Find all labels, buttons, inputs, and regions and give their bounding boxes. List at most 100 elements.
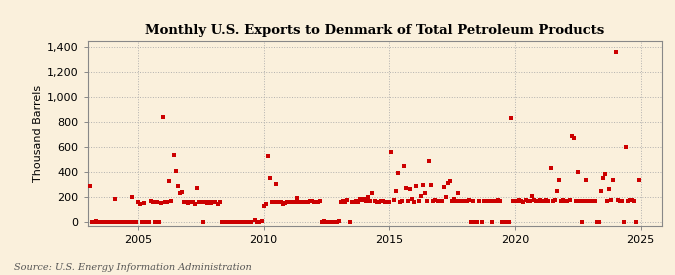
Point [394,200,405,204]
Point [439,185,450,189]
Point [187,200,198,205]
Point [88,219,99,224]
Point [118,219,129,224]
Point [348,200,359,205]
Point [300,200,311,205]
Point [434,199,445,204]
Point [90,219,101,223]
Point [529,198,539,202]
Point [608,178,619,182]
Point [593,219,604,224]
Point [576,219,587,224]
Point [516,199,526,204]
Point [514,198,524,202]
Point [273,200,284,204]
Point [441,195,452,200]
Point [451,199,462,204]
Point [183,201,194,205]
Point [359,197,370,201]
Point [284,200,294,204]
Point [524,199,535,204]
Point [388,198,399,202]
Point [240,219,250,224]
Point [158,115,169,119]
Point [629,199,640,204]
Point [149,219,160,224]
Point [229,219,240,224]
Point [522,199,533,204]
Point [238,219,248,224]
Point [405,187,416,192]
Point [204,200,215,205]
Point [574,199,585,204]
Point [409,200,420,204]
Point [352,200,363,204]
Point [288,200,298,205]
Point [472,219,483,224]
Point [612,198,623,202]
Point [549,198,560,202]
Title: Monthly U.S. Exports to Denmark of Total Petroleum Products: Monthly U.S. Exports to Denmark of Total… [145,24,604,37]
Point [350,199,361,204]
Point [114,219,125,224]
Point [170,169,181,173]
Point [221,219,232,224]
Point [633,178,644,182]
Point [373,200,384,204]
Point [591,219,602,224]
Point [308,200,319,205]
Point [564,198,575,202]
Point [464,198,475,202]
Point [614,199,625,204]
Point [294,200,304,204]
Point [504,219,514,224]
Point [216,219,227,224]
Point [246,219,256,224]
Point [296,200,306,204]
Point [267,200,277,205]
Point [212,202,223,206]
Point [533,199,543,204]
Point [589,199,600,204]
Point [558,198,568,202]
Point [194,200,205,205]
Point [407,197,418,201]
Point [109,197,120,201]
Point [202,201,213,205]
Point [554,178,564,182]
Point [403,199,414,204]
Point [377,199,388,204]
Point [116,219,127,224]
Point [502,219,512,224]
Point [214,200,225,205]
Point [271,182,281,187]
Point [365,199,376,204]
Point [122,219,133,224]
Point [478,199,489,204]
Point [357,198,368,202]
Point [225,219,236,224]
Point [132,200,143,204]
Point [621,145,632,149]
Point [265,176,275,180]
Point [461,199,472,204]
Point [455,199,466,204]
Point [495,199,506,204]
Point [298,200,308,204]
Point [333,219,344,223]
Point [541,198,551,202]
Point [526,194,537,199]
Point [413,199,424,204]
Point [244,219,254,224]
Point [254,219,265,224]
Point [304,199,315,204]
Point [428,199,439,204]
Point [430,198,441,202]
Point [206,201,217,205]
Point [200,200,211,205]
Point [480,199,491,204]
Point [459,199,470,204]
Point [443,180,454,185]
Point [375,199,386,204]
Point [422,199,433,204]
